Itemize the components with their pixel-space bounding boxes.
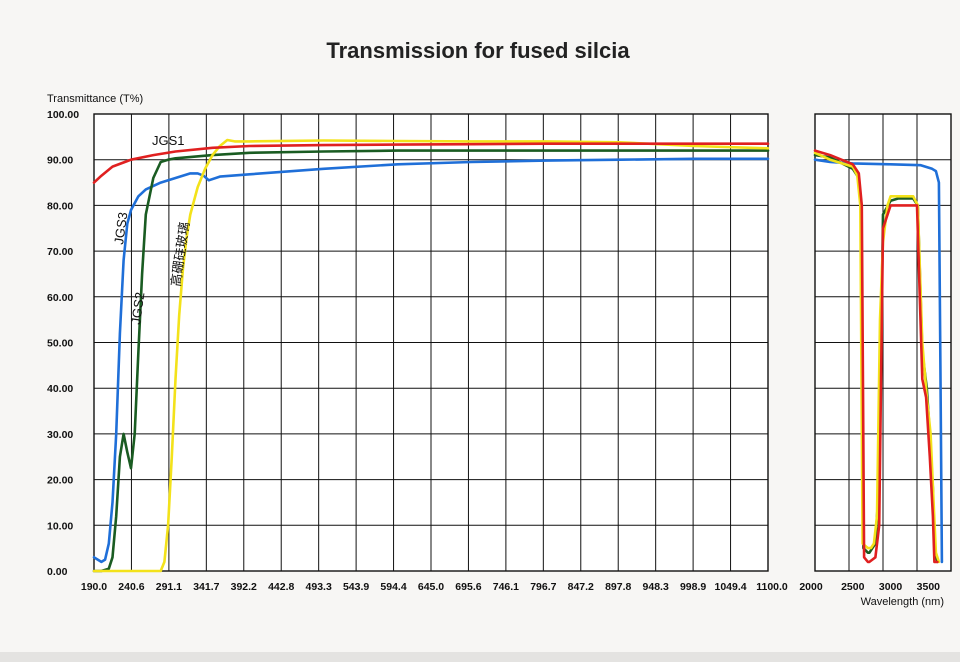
y-tick-label: 60.00	[47, 292, 73, 304]
series-line-高硼硅玻璃	[92, 138, 770, 573]
x-tick-label: 543.9	[343, 581, 369, 593]
y-tick-label: 0.00	[47, 566, 68, 578]
series-line-JGS1	[813, 149, 939, 564]
x-tick-label: 3500	[917, 581, 941, 593]
x-tick-label: 2000	[799, 581, 823, 593]
x-tick-label: 392.2	[231, 581, 257, 593]
y-tick-label: 20.00	[47, 475, 73, 487]
series-line-JGS3	[92, 157, 770, 564]
y-tick-label: 30.00	[47, 429, 73, 441]
page-bottom-edge	[0, 652, 960, 662]
y-tick-label: 70.00	[47, 246, 73, 258]
uv-visible-panel: 190.0 240.6 291.1 341.7 392.2 442.8 493.3 543.9…	[81, 113, 788, 593]
x-tick-label: 998.9	[680, 581, 706, 593]
y-tick-label: 80.00	[47, 200, 73, 212]
y-tick-label: 40.00	[47, 383, 73, 395]
infrared-panel: 2000 2500 3000 3500	[799, 113, 952, 593]
annotation-jgs2: JGS2	[128, 291, 147, 325]
x-tick-label: 897.8	[605, 581, 631, 593]
y-tick-labels: 0.00 10.00 20.00 30.00 40.00 50.00 60.00 70.00 8…	[47, 109, 79, 578]
series-line-JGS2	[92, 149, 770, 573]
x-tick-label: 695.6	[455, 581, 481, 593]
x-tick-label: 341.7	[193, 581, 219, 593]
x-tick-label: 2500	[841, 581, 865, 593]
y-tick-label: 50.00	[47, 338, 73, 350]
x-tick-label: 442.8	[268, 581, 294, 593]
annotation-jgs1: JGS1	[152, 133, 185, 148]
y-axis-label: Transmittance (T%)	[47, 93, 143, 105]
y-tick-label: 10.00	[47, 520, 73, 532]
annotation-jgs3: JGS3	[111, 211, 130, 245]
x-tick-label: 645.0	[418, 581, 444, 593]
y-tick-label: 90.00	[47, 155, 73, 167]
x-tick-label: 3000	[879, 581, 903, 593]
x-axis-label: Wavelength (nm)	[861, 596, 944, 608]
series-line-JGS1	[92, 142, 770, 184]
chart-title: Transmission for fused silcia	[326, 38, 630, 63]
x-tick-label: 948.3	[643, 581, 669, 593]
x-tick-label: 1100.0	[756, 581, 788, 593]
x-tick-label: 847.2	[568, 581, 594, 593]
x-tick-label: 1049.4	[714, 581, 746, 593]
x-tick-label: 240.6	[118, 581, 144, 593]
x-tick-label: 291.1	[156, 581, 182, 593]
x-tick-label: 796.7	[530, 581, 556, 593]
x-tick-label: 594.4	[380, 581, 406, 593]
x-tick-label: 746.1	[493, 581, 519, 593]
y-tick-label: 100.00	[47, 109, 79, 121]
x-tick-label: 190.0	[81, 581, 107, 593]
x-tick-label: 493.3	[306, 581, 332, 593]
